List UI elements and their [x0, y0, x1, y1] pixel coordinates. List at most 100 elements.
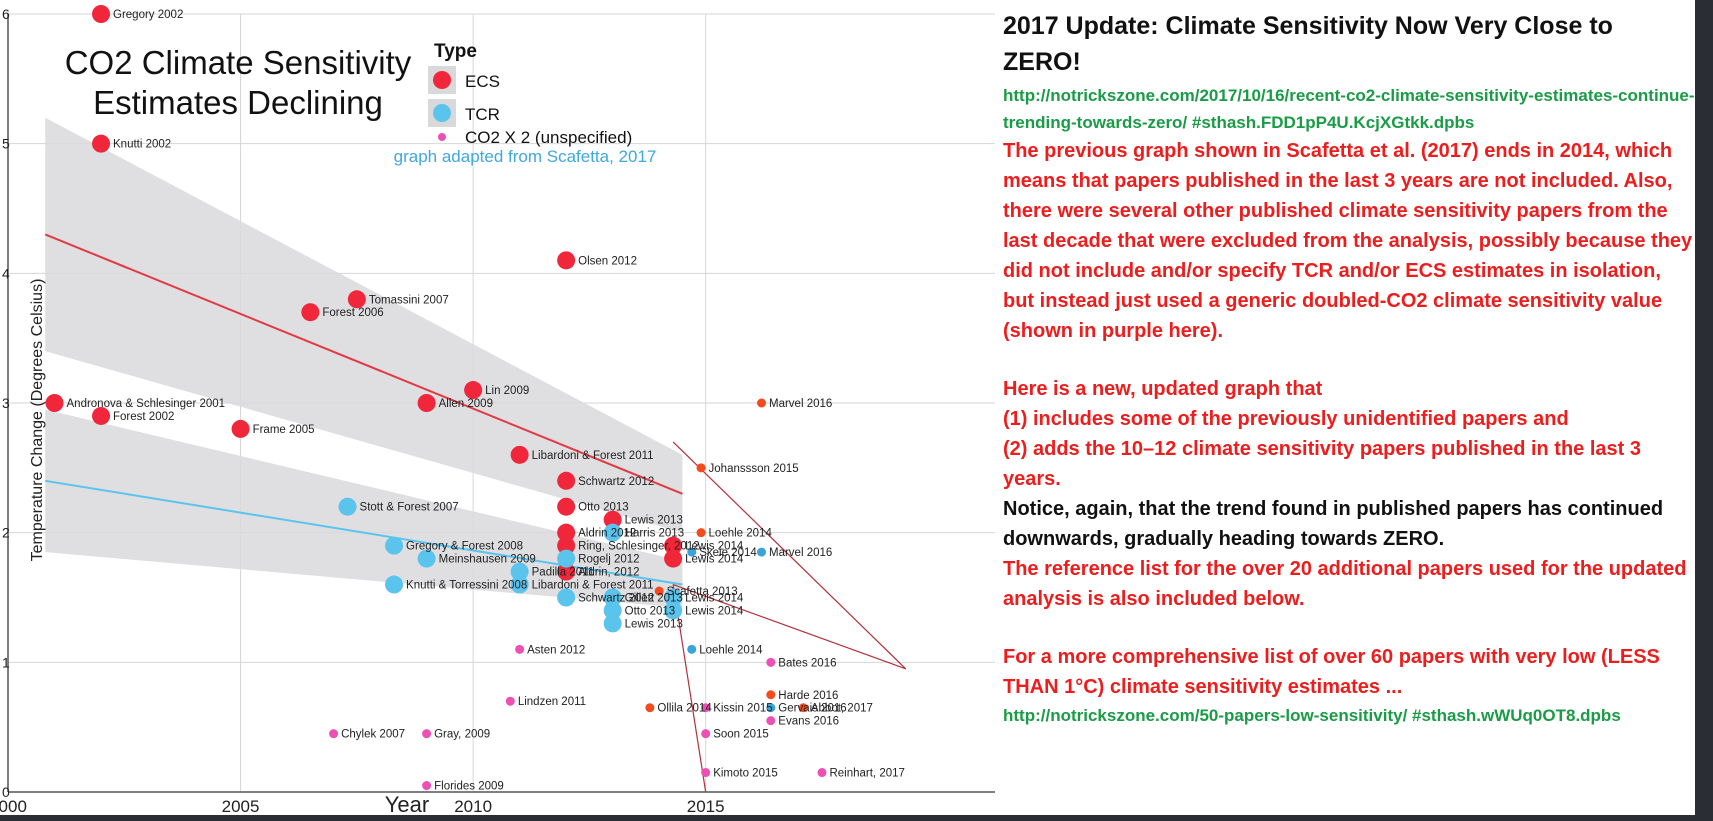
data-point-ecs-12: [557, 497, 576, 516]
data-label-ecs-10: Libardoni & Forest 2011: [532, 450, 654, 462]
point-labels: Gregory 2002 Knutti 2002 Andronova & Schle…: [67, 9, 905, 793]
data-label-updated-papers-1: Johanssson 2015: [709, 463, 799, 475]
data-label-ecs-17: Lewis 2014: [685, 541, 744, 553]
paragraph-new-graph-intro: Here is a new, updated graph that: [1003, 378, 1323, 400]
data-point-tcr-3: [385, 575, 404, 594]
data-point-co2-x-2-unspecified--3: [515, 644, 525, 654]
data-point-tcr-7: [603, 523, 622, 542]
data-point-updated-papers-5: [766, 690, 776, 700]
data-point-tcr-0: [338, 497, 357, 516]
y-tick-label-5: 5: [2, 136, 10, 152]
data-label-updated-papers-4: Ollila 2014: [657, 703, 712, 715]
data-point-ecs-16: [603, 510, 622, 529]
data-point-ecs-8: [464, 381, 483, 400]
data-label-co2-x-2-unspecified--4: Florides 2009: [434, 781, 504, 793]
data-point-co2-x-2-unspecified--6: [701, 729, 711, 739]
chart-title-line-1: CO2 Climate Sensitivity: [65, 44, 412, 81]
data-point-co2-x-2-unspecified--5: [701, 703, 711, 713]
data-point-updated-papers-2: [696, 528, 706, 538]
data-label-tcr-13: Lewis 2014: [685, 593, 744, 605]
data-label-tcr-12: Lewis 2014: [685, 605, 744, 617]
y-tick-label-6: 6: [2, 6, 10, 22]
data-point-ecs-7: [417, 394, 436, 412]
trend-lines: [44, 233, 907, 793]
data-label-co2-x-2-unspecified--6: Soon 2015: [713, 729, 769, 741]
data-point-ecs-6: [347, 290, 366, 309]
y-tick-label-2: 2: [2, 525, 10, 541]
data-point-updated-tcr-3: [766, 703, 776, 713]
x-tick-label-2010: 2010: [454, 797, 492, 815]
data-label-co2-x-2-unspecified--2: Lindzen 2011: [518, 696, 586, 708]
data-label-ecs-6: Tomassini 2007: [369, 294, 449, 306]
data-label-tcr-1: Gregory & Forest 2008: [406, 541, 523, 553]
data-label-co2-x-2-unspecified--7: Kimoto 2015: [713, 768, 778, 780]
data-label-ecs-2: Andronova & Schlesinger 2001: [67, 398, 226, 410]
data-point-tcr-9: [603, 588, 622, 607]
data-label-ecs-11: Schwartz 2012: [578, 476, 654, 488]
data-point-ecs-14: [557, 536, 576, 555]
data-label-co2-x-2-unspecified--1: Gray, 2009: [434, 729, 490, 741]
data-point-ecs-4: [231, 419, 250, 438]
data-label-co2-x-2-unspecified--10: Reinhart, 2017: [829, 768, 904, 780]
data-label-updated-papers-0: Marvel 2016: [769, 398, 832, 410]
data-point-ecs-17: [664, 536, 683, 555]
paragraph-reference-list: The reference list for the over 20 addit…: [1003, 558, 1687, 610]
data-label-updated-tcr-2: Loehle 2014: [699, 644, 763, 656]
data-label-ecs-4: Frame 2005: [253, 424, 315, 436]
data-point-ecs-13: [557, 523, 576, 542]
y-tick-label-3: 3: [2, 395, 10, 411]
data-label-ecs-9: Olsen 2012: [578, 255, 637, 267]
data-label-updated-tcr-1: Marvel 2016: [769, 547, 832, 559]
data-label-tcr-9: Gillett 2013: [625, 593, 683, 605]
data-point-ecs-2: [45, 394, 64, 412]
source-link[interactable]: http://notrickszone.com/2017/10/16/recen…: [1003, 86, 1695, 132]
data-point-ecs-5: [301, 303, 320, 322]
data-point-updated-papers-1: [696, 463, 706, 473]
data-label-ecs-18: Lewis 2014: [685, 554, 744, 566]
data-point-ecs-3: [92, 406, 111, 425]
data-point-tcr-11: [603, 614, 622, 633]
data-label-ecs-12: Otto 2013: [578, 502, 629, 514]
data-point-tcr-13: [664, 588, 683, 607]
y-tick-label-0: 0: [2, 784, 10, 800]
data-label-updated-tcr-3: Gervais 2016: [778, 703, 846, 715]
data-label-co2-x-2-unspecified--9: Evans 2016: [778, 716, 839, 728]
trend-extension-middle: [672, 583, 906, 670]
axes: 0 1 2 3 4 5 6 2000 2005 2010 2015: [0, 6, 995, 815]
data-label-co2-x-2-unspecified--8: Bates 2016: [778, 657, 836, 669]
legend-tcr-label: TCR: [465, 105, 500, 124]
data-label-updated-papers-3: Scafetta 2013: [667, 586, 738, 598]
x-tick-label-2000: 2000: [0, 797, 27, 815]
y-axis-label: Temperature Change (Degrees Celsius): [29, 279, 46, 562]
data-point-ecs-10: [510, 445, 529, 464]
papers-list-link[interactable]: http://notrickszone.com/50-papers-low-se…: [1003, 706, 1621, 725]
data-point-ecs-15: [557, 562, 576, 581]
data-point-co2-x-2-unspecified--10: [817, 768, 827, 778]
data-label-updated-papers-6: Abbot, 2017: [811, 703, 873, 715]
chart-panel: 0 1 2 3 4 5 6 2000 2005 2010 2015 Gregory 2002 Knut…: [0, 0, 995, 815]
data-point-updated-tcr-1: [757, 547, 767, 557]
data-label-tcr-2: Meinshausen 2009: [439, 554, 536, 566]
trend-extension-upper: [672, 441, 907, 670]
data-label-tcr-6: Rogelj 2012: [578, 554, 639, 566]
data-label-updated-papers-2: Loehle 2014: [709, 528, 773, 540]
data-point-tcr-4: [510, 562, 529, 581]
trend-line-tcr: [45, 479, 683, 586]
trend-extension-lower: [672, 584, 707, 793]
trend-line-ecs: [44, 233, 683, 495]
data-point-updated-tcr-0: [687, 547, 697, 557]
data-label-updated-papers-5: Harde 2016: [778, 690, 838, 702]
x-axis-label: Year: [385, 792, 429, 815]
data-label-co2-x-2-unspecified--0: Chylek 2007: [341, 729, 405, 741]
data-label-ecs-15: Aldrin, 2012: [578, 567, 639, 579]
data-point-ecs-11: [557, 471, 576, 490]
data-point-tcr-12: [664, 601, 683, 620]
data-point-ecs-0: [92, 5, 111, 23]
data-point-updated-tcr-2: [687, 644, 697, 654]
paragraph-previous-graph: The previous graph shown in Scafetta et …: [1003, 140, 1693, 342]
data-point-ecs-18: [664, 549, 683, 568]
data-label-ecs-14: Ring, Schlesinger, 2012: [578, 541, 699, 553]
window-edge-bottom: [0, 815, 1713, 821]
data-point-updated-papers-3: [654, 586, 664, 596]
